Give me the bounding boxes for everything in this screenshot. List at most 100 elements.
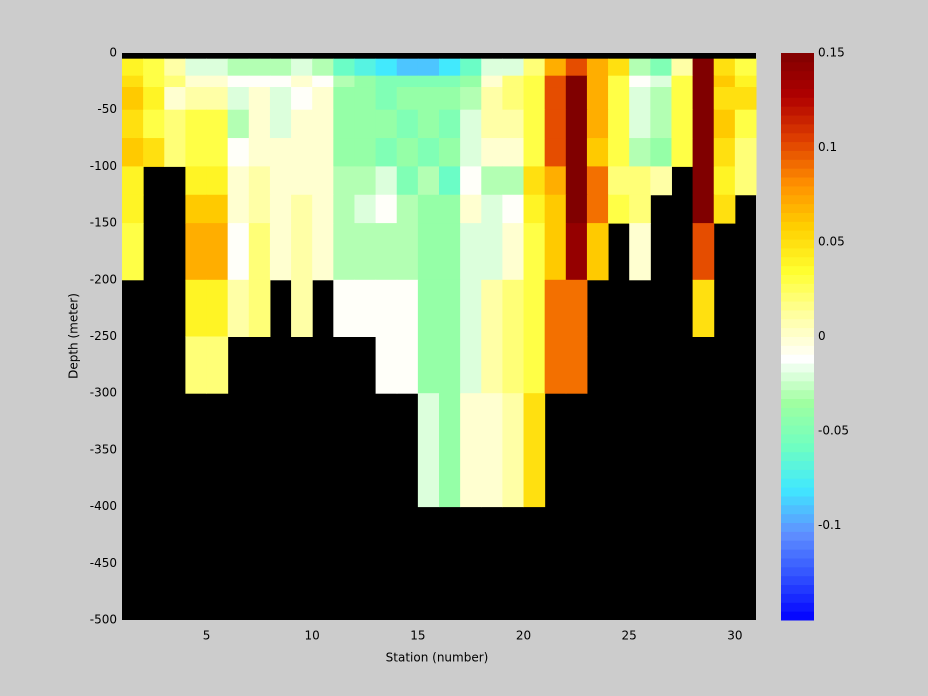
colorbar-swatch <box>781 531 814 541</box>
cell <box>586 223 609 281</box>
cell <box>460 279 482 337</box>
colorbar-swatch <box>781 115 814 125</box>
cell <box>143 87 165 111</box>
colorbar-swatch <box>781 168 814 178</box>
cell <box>692 58 715 77</box>
colorbar-swatch <box>781 336 814 346</box>
cell <box>502 166 525 196</box>
cell <box>122 166 144 196</box>
cell <box>417 166 440 196</box>
cell <box>354 58 377 77</box>
cell <box>206 109 229 139</box>
cell <box>608 109 630 139</box>
cell <box>650 166 672 196</box>
colorbar-swatch <box>781 602 814 612</box>
cell <box>206 166 229 196</box>
cell <box>354 138 377 167</box>
cell <box>481 58 503 77</box>
cell <box>502 138 525 167</box>
cell <box>396 87 419 111</box>
y-tick-label: -350 <box>90 442 117 456</box>
cell <box>586 87 609 111</box>
colorbar-swatch <box>781 177 814 187</box>
cell <box>608 138 630 167</box>
cell <box>481 223 503 281</box>
cell <box>248 166 271 196</box>
x-tick-label: 30 <box>727 629 742 643</box>
x-axis-label: Station (number) <box>386 651 489 665</box>
cell <box>248 279 271 337</box>
cell <box>185 138 208 167</box>
cell <box>396 223 419 281</box>
cell <box>269 223 292 281</box>
cell <box>523 393 546 508</box>
colorbar-swatch <box>781 575 814 586</box>
cell <box>248 109 271 139</box>
colorbar-swatch <box>781 522 814 532</box>
cell <box>206 279 229 337</box>
cell <box>608 87 630 111</box>
colorbar-swatch <box>781 593 814 603</box>
colorbar-swatch <box>781 398 814 408</box>
cell <box>291 138 313 167</box>
cell <box>734 75 757 88</box>
colorbar-swatch <box>781 416 814 426</box>
colorbar-swatch <box>781 442 814 453</box>
cell <box>502 109 525 139</box>
cell <box>354 223 377 281</box>
colorbar-swatch <box>781 380 814 391</box>
cell <box>523 109 546 139</box>
cell <box>460 166 482 196</box>
cell <box>164 75 186 88</box>
y-tick-label: -250 <box>90 329 117 343</box>
y-tick-label: -450 <box>90 556 117 570</box>
cell <box>375 166 398 196</box>
colorbar-swatch <box>781 88 814 98</box>
cell <box>439 138 461 167</box>
cell <box>586 75 609 88</box>
y-tick-label: -100 <box>90 159 117 173</box>
cell <box>692 87 715 111</box>
colorbar-swatch <box>781 540 814 550</box>
cell <box>565 166 588 196</box>
cell <box>375 109 398 139</box>
colorbar-swatch <box>781 363 814 373</box>
cell <box>417 223 440 281</box>
cell <box>481 166 503 196</box>
cell <box>502 393 525 508</box>
cell <box>248 87 271 111</box>
colorbar-swatch <box>781 584 814 594</box>
cell <box>227 279 250 337</box>
cell <box>417 109 440 139</box>
cell <box>333 138 355 167</box>
cell <box>206 223 229 281</box>
cell <box>291 194 313 224</box>
cell <box>692 223 715 281</box>
cell <box>629 109 651 139</box>
cell <box>481 336 503 394</box>
cell <box>333 75 355 88</box>
cell <box>227 166 250 196</box>
cell <box>460 138 482 167</box>
colorbar-swatch <box>781 97 814 107</box>
cell <box>734 138 757 167</box>
cell <box>544 194 567 224</box>
cell <box>460 87 482 111</box>
cell <box>269 194 292 224</box>
cell <box>333 194 355 224</box>
cell <box>671 87 694 111</box>
cell <box>354 194 377 224</box>
cell <box>565 138 588 167</box>
cell <box>185 75 208 88</box>
cell <box>734 58 757 77</box>
cell <box>460 109 482 139</box>
cell <box>629 87 651 111</box>
cell <box>629 194 651 224</box>
cell <box>375 336 398 394</box>
cell <box>143 109 165 139</box>
cell <box>502 87 525 111</box>
cell <box>481 109 503 139</box>
cell <box>291 166 313 196</box>
colorbar-swatch <box>781 425 814 435</box>
colorbar-swatch <box>781 274 814 284</box>
